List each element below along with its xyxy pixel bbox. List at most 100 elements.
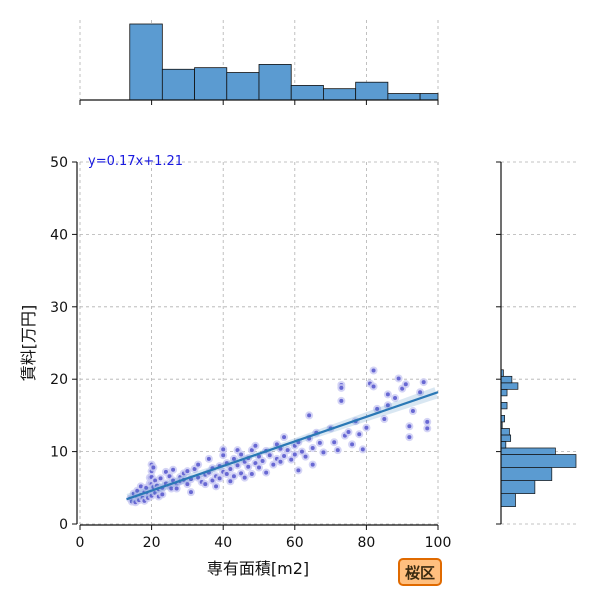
scatter-point bbox=[317, 440, 322, 445]
scatter-point bbox=[221, 447, 226, 452]
scatter-point bbox=[339, 385, 344, 390]
scatter-point bbox=[260, 459, 265, 464]
y-axis-title: 賃料[万円] bbox=[19, 305, 38, 382]
scatter-point bbox=[264, 470, 269, 475]
top-hist-bar bbox=[419, 93, 439, 101]
scatter-point bbox=[169, 486, 174, 491]
scatter-point bbox=[144, 485, 149, 490]
scatter-point bbox=[371, 368, 376, 373]
scatter-point bbox=[310, 462, 315, 467]
scatter-point bbox=[192, 466, 197, 471]
y-tick-label: 20 bbox=[50, 372, 68, 388]
scatter-point bbox=[239, 471, 244, 476]
top-hist-bar bbox=[323, 88, 357, 101]
main-plot-axes: 0 20 40 60 80 100 0 10 20 30 40 50 bbox=[50, 155, 451, 551]
scatter-point bbox=[296, 468, 301, 473]
x-axis-title: 専有面積[m2] bbox=[207, 559, 309, 578]
x-tick-label: 20 bbox=[143, 535, 161, 551]
right-hist-bar bbox=[500, 375, 513, 384]
scatter-point bbox=[382, 417, 387, 422]
scatter-point bbox=[364, 425, 369, 430]
scatter-point bbox=[407, 435, 412, 440]
scatter-point bbox=[231, 474, 236, 479]
scatter-point bbox=[151, 465, 156, 470]
scatter-point bbox=[310, 445, 315, 450]
scatter-point bbox=[231, 456, 236, 461]
scatter-point bbox=[158, 476, 163, 481]
scatter-point bbox=[217, 476, 222, 481]
top-hist-bar bbox=[387, 93, 421, 101]
x-tick-label: 80 bbox=[357, 535, 375, 551]
right-hist-bar bbox=[500, 447, 556, 455]
scatter-point bbox=[274, 442, 279, 447]
scatter-point bbox=[425, 426, 430, 431]
regression-line-group bbox=[126, 387, 439, 504]
scatter-point bbox=[385, 403, 390, 408]
scatter-point bbox=[278, 459, 283, 464]
top-hist-bar bbox=[290, 85, 324, 101]
scatter-point bbox=[292, 452, 297, 457]
top-marginal-histogram bbox=[79, 20, 439, 105]
scatter-point bbox=[425, 419, 430, 424]
scatter-point bbox=[321, 450, 326, 455]
scatter-point bbox=[332, 440, 337, 445]
scatter-point bbox=[163, 469, 168, 474]
scatter-point bbox=[357, 432, 362, 437]
right-hist-bar bbox=[500, 402, 508, 410]
scatter-point bbox=[410, 409, 415, 414]
scatter-point bbox=[174, 486, 179, 491]
scatter-point bbox=[221, 453, 226, 458]
scatter-point bbox=[135, 488, 140, 493]
scatter-point bbox=[267, 453, 272, 458]
top-hist-bar bbox=[226, 72, 260, 101]
right-hist-bar bbox=[500, 441, 507, 449]
scatter-point bbox=[393, 396, 398, 401]
scatter-point bbox=[167, 474, 172, 479]
scatter-point bbox=[249, 448, 254, 453]
scatter-point bbox=[249, 472, 254, 477]
scatter-point bbox=[171, 467, 176, 472]
scatter-point bbox=[299, 449, 304, 454]
scatter-point bbox=[303, 454, 308, 459]
y-tick-label: 10 bbox=[50, 445, 68, 461]
top-hist-bar bbox=[258, 64, 292, 101]
scatter-point bbox=[242, 475, 247, 480]
scatter-point bbox=[257, 465, 261, 470]
scatter-point bbox=[253, 461, 258, 466]
right-hist-bar bbox=[500, 428, 510, 436]
x-tick-label: 0 bbox=[76, 535, 85, 551]
scatter-point bbox=[188, 490, 193, 495]
y-tick-label: 40 bbox=[50, 227, 68, 243]
scatter-point bbox=[185, 469, 190, 474]
scatter-point bbox=[271, 462, 276, 467]
scatter-point bbox=[235, 463, 240, 468]
right-hist-bar bbox=[500, 493, 516, 507]
right-hist-bar bbox=[500, 467, 553, 481]
right-hist-bar bbox=[500, 480, 536, 494]
scatter-point bbox=[371, 384, 376, 389]
scatter-point bbox=[403, 382, 408, 387]
scatter-point bbox=[350, 442, 355, 447]
scatter-point bbox=[203, 482, 208, 487]
scatter-point bbox=[246, 464, 251, 469]
x-tick-label: 100 bbox=[425, 535, 452, 551]
scatter-point bbox=[196, 475, 201, 480]
ward-badge: 桜区 bbox=[398, 558, 442, 586]
scatter-point bbox=[257, 454, 261, 459]
scatter-point bbox=[307, 413, 312, 418]
y-tick-label: 0 bbox=[59, 517, 68, 533]
scatter-point bbox=[285, 448, 290, 453]
main-plot-grid bbox=[79, 161, 439, 525]
scatter-point bbox=[282, 435, 287, 440]
top-hist-bar bbox=[161, 68, 195, 101]
scatter-point bbox=[289, 457, 294, 462]
scatter-point bbox=[210, 478, 215, 483]
scatter-point bbox=[346, 430, 351, 435]
right-hist-bar bbox=[500, 434, 512, 442]
scatter-point bbox=[153, 478, 158, 483]
scatter-point bbox=[235, 448, 240, 453]
scatter-point bbox=[421, 380, 426, 385]
scatter-point bbox=[360, 447, 365, 452]
scatter-point bbox=[138, 484, 143, 489]
